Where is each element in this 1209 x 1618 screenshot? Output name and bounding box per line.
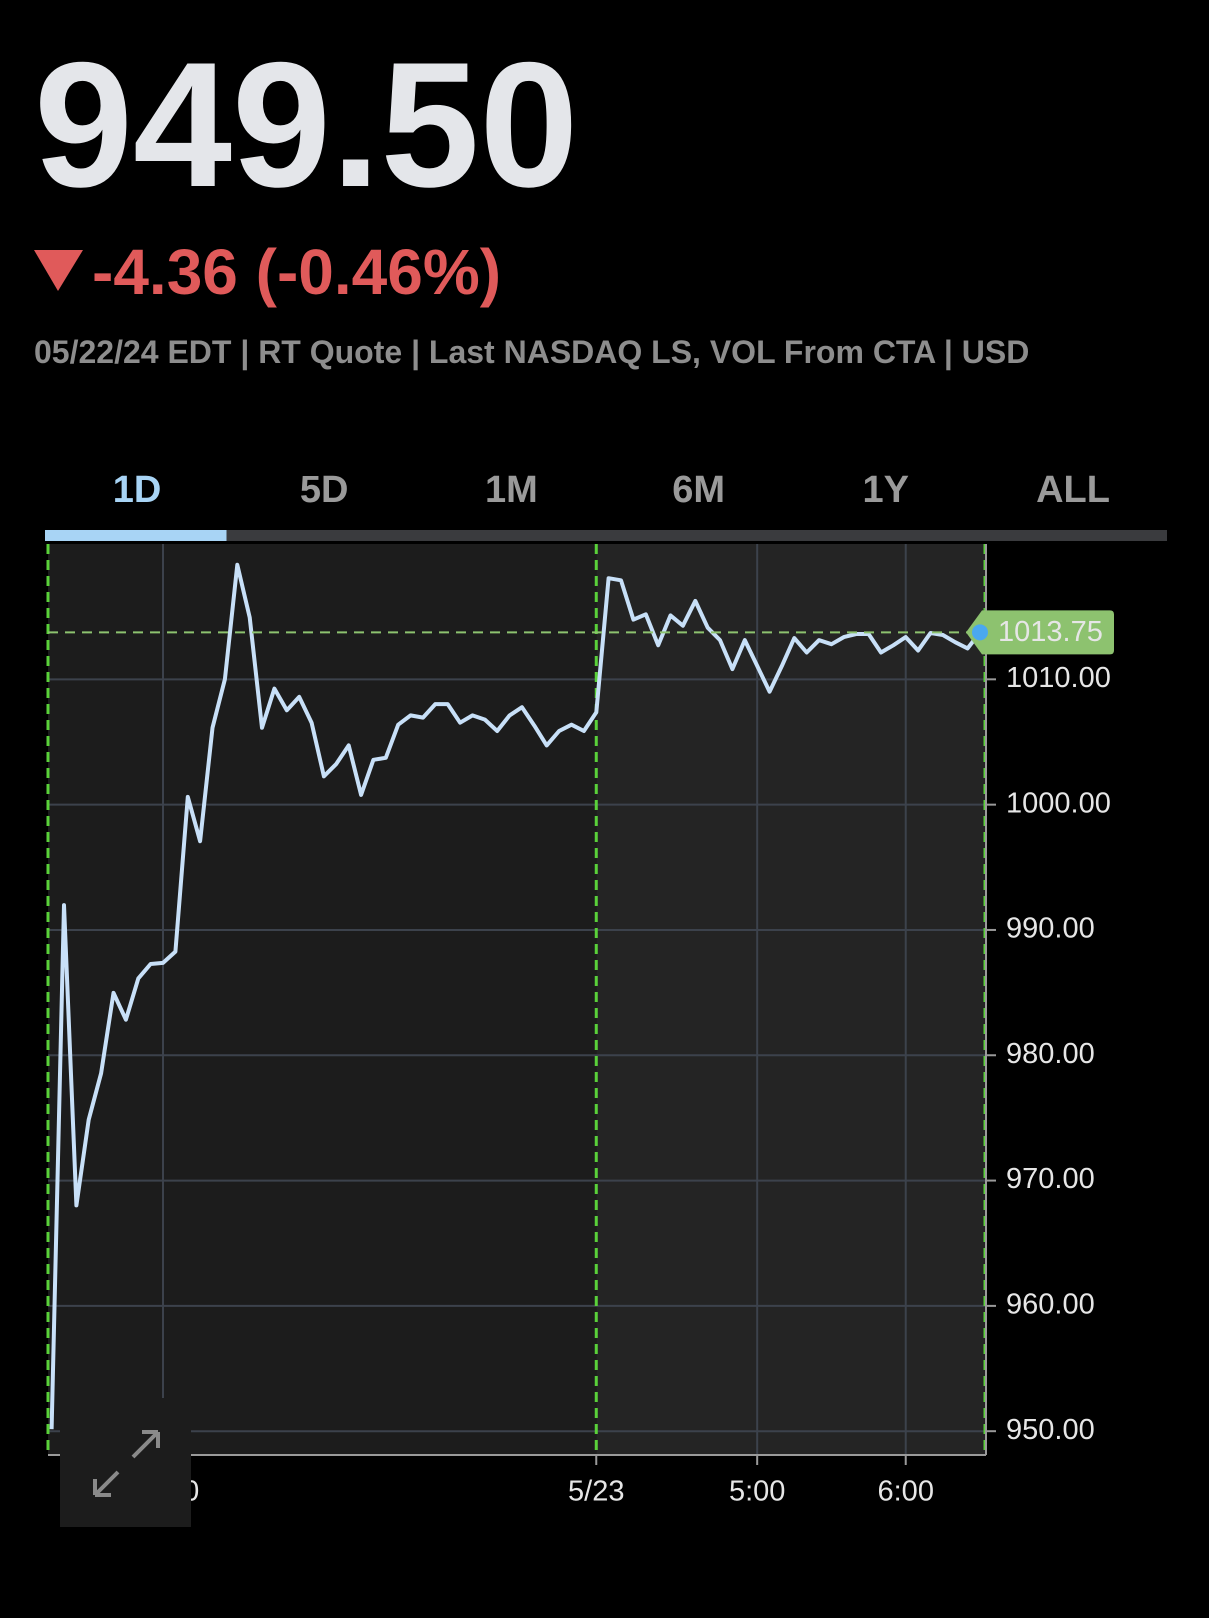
tab-label[interactable]: 1D (113, 469, 162, 511)
price-change: -4.36 (-0.46%) (92, 236, 501, 308)
x-tick-label: 5/23 (568, 1476, 624, 1508)
y-tick-label: 980.00 (1006, 1038, 1095, 1070)
y-tick-label: 1010.00 (1006, 662, 1111, 694)
expand-box[interactable] (60, 1398, 191, 1527)
tab-track (45, 530, 1167, 541)
tab-bar: 1D 5D 1M 6M 1Y ALL (45, 469, 1167, 541)
tab-label[interactable]: 1Y (863, 469, 909, 511)
y-tick-label: 970.00 (1006, 1163, 1095, 1195)
price: 949.50 (34, 25, 578, 224)
price-line (49, 562, 982, 1430)
y-tick-label: 960.00 (1006, 1289, 1095, 1321)
y-tick-label: 990.00 (1006, 913, 1095, 945)
x-tick-label: 6:00 (878, 1476, 934, 1508)
chart: 950.00 960.00 970.00 980.00 990.00 1000.00 101… (46, 544, 1114, 1508)
tab-label[interactable]: 1M (485, 469, 538, 511)
down-arrow (34, 250, 83, 291)
tab-indicator (45, 530, 227, 541)
plot-background (48, 544, 597, 1455)
last-price-dot (972, 624, 988, 641)
last-price-tag (966, 610, 1114, 655)
y-tick-label: 1000.00 (1006, 787, 1111, 819)
expand-button[interactable] (60, 1398, 191, 1527)
plot-background (596, 544, 986, 1455)
x-tick-label: 5:00 (729, 1476, 785, 1508)
y-tick-label: 950.00 (1006, 1414, 1095, 1446)
expand-icon[interactable] (93, 1430, 160, 1497)
last-price-label: 1013.75 (998, 616, 1103, 648)
quote-info: 05/22/24 EDT | RT Quote | Last NASDAQ LS… (34, 334, 1029, 370)
tab-label[interactable]: 5D (300, 469, 349, 511)
tab-label[interactable]: 6M (672, 469, 725, 511)
tab-label[interactable]: ALL (1036, 469, 1110, 511)
